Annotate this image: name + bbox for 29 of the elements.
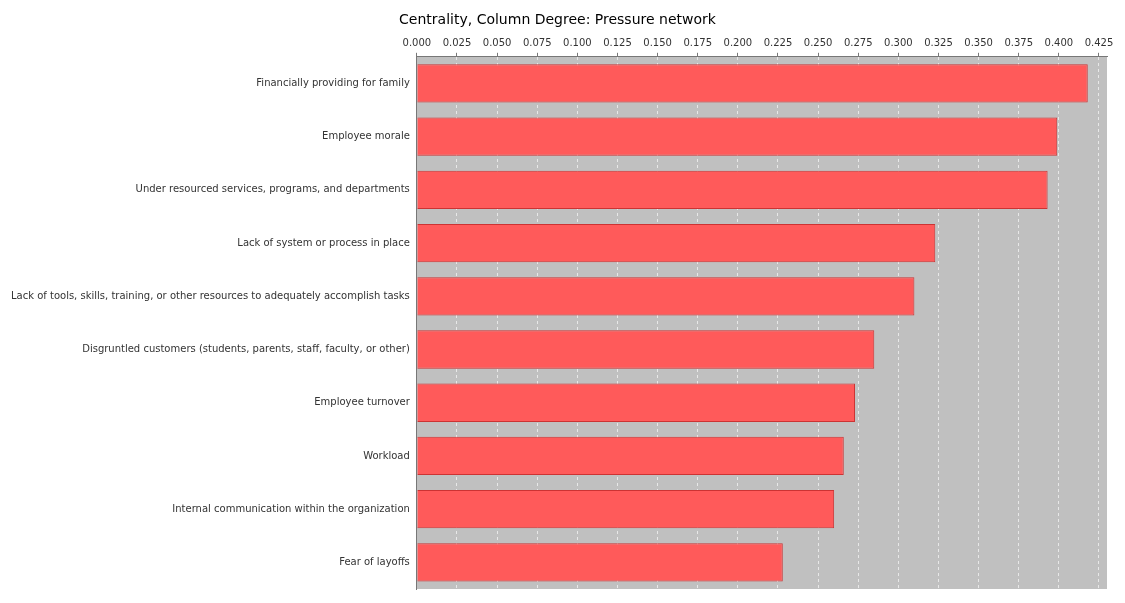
x-tick-label: 0.250 (803, 37, 833, 49)
x-tick-label: 0.175 (683, 37, 713, 49)
y-tick-label: Under resourced services, programs, and departments (135, 183, 410, 195)
y-tick-label: Lack of tools, skills, training, or other resources to adequately accomplish tasks (10, 289, 410, 301)
y-tick-label: Employee morale (322, 130, 410, 142)
x-tick-label: 0.300 (884, 37, 913, 49)
x-tick-label: 0.025 (442, 37, 472, 49)
x-tick-label: 0.150 (643, 37, 672, 49)
chart-title: Centrality, Column Degree: Pressure network (399, 11, 717, 28)
y-tick-label: Financially providing for family (256, 77, 410, 88)
x-tick-label: 0.275 (843, 37, 873, 49)
y-tick-label: Disgruntled customers (students, parents, staff, faculty, or other) (82, 343, 410, 355)
x-tick-label: 0.050 (482, 37, 512, 49)
x-tick-label: 0.400 (1044, 37, 1074, 49)
x-tick-label: 0.350 (964, 37, 993, 49)
y-tick-label: Workload (363, 449, 410, 461)
x-tick-label: 0.000 (402, 37, 432, 49)
y-tick-label: Employee turnover (314, 396, 411, 408)
x-tick-label: 0.325 (924, 37, 953, 49)
x-tick-label: 0.075 (522, 37, 552, 49)
y-tick-label: Internal communication within the organization (172, 502, 410, 514)
y-tick-label: Fear of layoffs (339, 555, 410, 567)
x-tick-label: 0.225 (763, 37, 793, 49)
x-tick-label: 0.200 (723, 37, 753, 49)
y-tick-label: Lack of system or process in place (237, 236, 410, 248)
x-tick-label: 0.425 (1084, 37, 1114, 49)
x-tick-label: 0.375 (1004, 37, 1034, 49)
x-tick-label: 0.100 (563, 37, 592, 49)
x-tick-label: 0.125 (603, 37, 632, 49)
